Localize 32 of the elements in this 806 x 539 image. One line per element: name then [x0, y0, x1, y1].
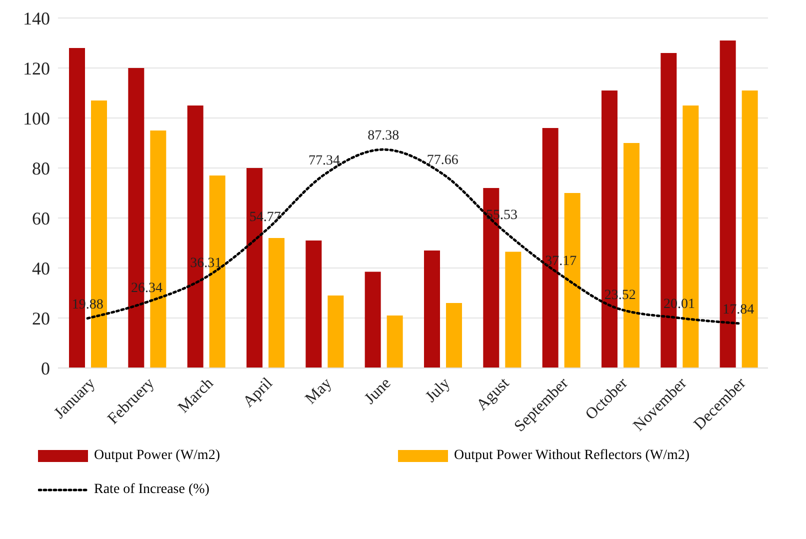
y-tick-label: 80	[32, 158, 50, 178]
bar	[505, 252, 522, 368]
bar	[306, 240, 322, 368]
x-tick-label: June	[362, 374, 394, 408]
y-tick-label: 20	[32, 308, 50, 328]
data-label: 17.84	[722, 302, 754, 318]
data-label: 20.01	[664, 296, 695, 312]
data-label: 77.66	[426, 152, 458, 168]
y-tick-label: 40	[32, 258, 50, 278]
bar	[446, 303, 462, 368]
y-tick-label: 100	[23, 108, 50, 128]
y-tick-label: 0	[41, 358, 50, 378]
data-label: 26.34	[131, 281, 162, 296]
bar	[328, 296, 344, 368]
y-tick-label: 120	[23, 58, 50, 78]
bar	[386, 316, 403, 368]
legend-label: Output Power Without Reflectors (W/m2)	[454, 448, 690, 464]
bar	[364, 272, 381, 368]
legend-label: Output Power (W/m2)	[94, 448, 220, 464]
data-label: 87.38	[368, 128, 400, 144]
y-tick-label: 140	[23, 8, 50, 28]
bar	[268, 238, 284, 368]
y-tick-label: 60	[32, 208, 50, 228]
data-label: 77.34	[308, 154, 340, 169]
legend-label: Rate of Increase (%)	[94, 482, 210, 498]
bar	[424, 250, 440, 368]
data-label: 36.31	[190, 256, 222, 272]
data-label: 23.52	[604, 288, 636, 304]
data-label: 19.88	[72, 297, 104, 312]
x-tick-label: July	[422, 374, 454, 406]
data-label: 37.17	[545, 254, 577, 270]
x-tick-label: May	[302, 374, 336, 408]
